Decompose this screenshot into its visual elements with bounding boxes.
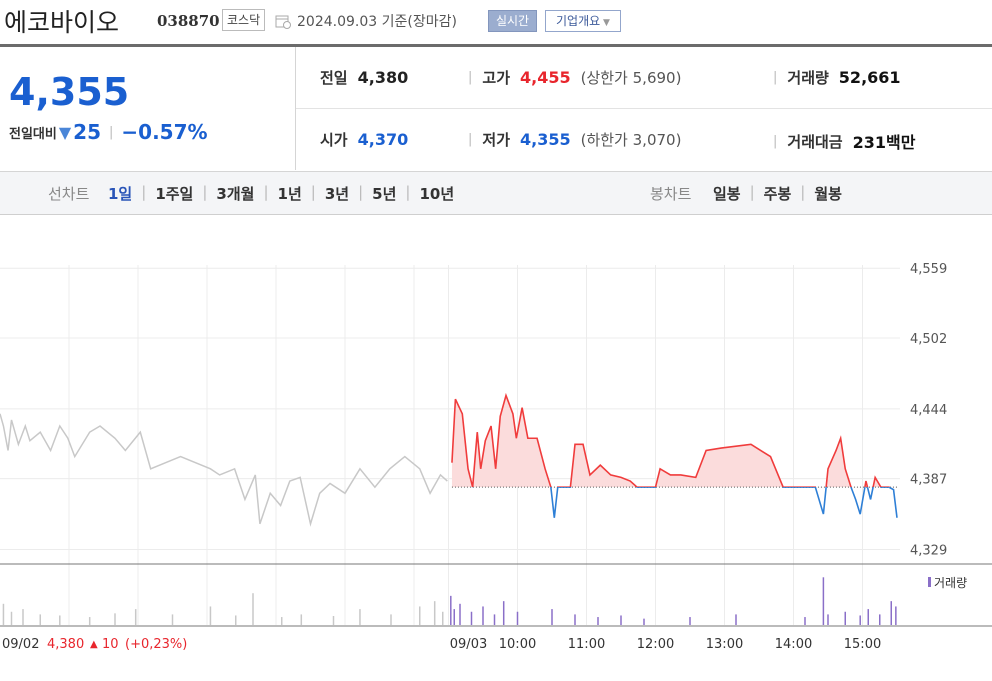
summary-item: 시가 4,370 (320, 129, 408, 150)
item-note: (상한가 5,690) (580, 69, 682, 87)
prev-change: 10 (102, 637, 119, 652)
candle-tab[interactable]: 일봉 (713, 185, 741, 203)
change-value: 25 (73, 120, 101, 144)
separator: | (749, 183, 755, 201)
y-tick-label: 4,502 (910, 332, 947, 347)
item-label: 전일 (320, 69, 348, 87)
line-chart-label: 선차트 (48, 185, 90, 203)
previous-day-line (0, 413, 448, 527)
x-tick-label: 11:00 (568, 637, 605, 652)
separator: | (358, 183, 364, 201)
header-rule (0, 44, 992, 47)
item-label: 시가 (320, 131, 348, 149)
toolbar: 선차트 1일 | 1주일 | 3개월 | 1년 | 3년 | 5년 | 10년 봉차트 일봉 | 주봉 | 월봉 (0, 171, 992, 215)
prev-change-pct: (+0,23%) (125, 637, 187, 652)
separator: | (202, 183, 208, 201)
price-chart: 4,559 4,502 4,444 4,387 4,329 09/03 10:00 11:00… (0, 262, 992, 652)
separator: | (468, 132, 473, 147)
divider (295, 47, 296, 170)
period-tab[interactable]: 3개월 (216, 185, 255, 203)
prev-close: 4,380 (47, 637, 84, 652)
separator: | (773, 70, 778, 85)
x-tick-label: 12:00 (637, 637, 674, 652)
candle-tab[interactable]: 주봉 (763, 185, 792, 203)
x-tick-label: 10:00 (499, 637, 536, 652)
stock-name: 에코바이오 (4, 8, 120, 37)
item-value: 4,455 (520, 68, 571, 87)
separator: | (468, 70, 473, 85)
market-badge: 코스닥 (222, 9, 266, 31)
separator: | (800, 183, 806, 201)
realtime-button[interactable]: 실시간 (488, 10, 537, 32)
today-line-up (451, 392, 891, 488)
item-value: 4,380 (357, 68, 409, 87)
company-button[interactable]: 기업개요 ▼ (545, 10, 621, 32)
item-label: 고가 (482, 69, 510, 87)
legend-swatch (928, 577, 931, 587)
company-label: 기업개요 (556, 14, 601, 28)
item-value: 52,661 (838, 68, 901, 87)
change-row: 전일대비 ▼ 25 | −0.57% (9, 120, 208, 144)
period-tabs: 1일 | 1주일 | 3개월 | 1년 | 3년 | 5년 | 10년 (108, 183, 454, 204)
item-value: 231백만 (852, 133, 916, 152)
date-basis: 기준(장마감) (381, 14, 457, 30)
x-tick-label: 15:00 (844, 637, 881, 652)
item-note: (하한가 3,070) (580, 131, 682, 149)
separator: | (405, 183, 411, 201)
summary-item: | 거래대금 231백만 (773, 129, 915, 153)
candle-chart-label: 봉차트 (650, 185, 692, 203)
summary-item: | 저가 4,355 (하한가 3,070) (468, 129, 681, 150)
y-tick-label: 4,329 (910, 544, 947, 559)
up-arrow: ▲ (90, 639, 98, 650)
candle-tab[interactable]: 월봉 (814, 185, 842, 203)
legend-label: 거래량 (934, 576, 967, 590)
period-tab[interactable]: 5년 (372, 185, 397, 203)
y-tick-label: 4,387 (910, 473, 947, 488)
summary-item: | 고가 4,455 (상한가 5,690) (468, 67, 681, 88)
summary-item: 전일 4,380 (320, 67, 408, 88)
today-area (451, 395, 897, 488)
summary-item: | 거래량 52,661 (773, 67, 901, 88)
separator: | (263, 183, 269, 201)
x-tick-label: 13:00 (706, 637, 743, 652)
date-value: 2024.09.03 (297, 14, 378, 30)
down-arrow: ▼ (58, 122, 72, 142)
y-tick-label: 4,444 (910, 403, 947, 418)
current-price: 4,355 (9, 70, 130, 114)
period-tab[interactable]: 10년 (419, 185, 455, 203)
period-tab[interactable]: 1주일 (155, 185, 194, 203)
item-label: 거래량 (787, 69, 829, 87)
stock-code: 038870 (157, 12, 220, 30)
x-tick-label: 14:00 (775, 637, 812, 652)
x-tick-label: 09/03 (450, 637, 487, 652)
y-tick-label: 4,559 (910, 262, 947, 277)
item-label: 저가 (482, 131, 510, 149)
change-label: 전일대비 (9, 126, 57, 142)
period-tab[interactable]: 1년 (277, 185, 302, 203)
divider (296, 108, 992, 109)
prev-date: 09/02 (2, 637, 39, 652)
date: 2024.09.03 기준(장마감) (297, 11, 457, 31)
period-tab[interactable]: 3년 (324, 185, 350, 203)
calendar-icon (275, 15, 291, 29)
item-value: 4,370 (357, 130, 409, 149)
change-pct: −0.57% (121, 120, 208, 144)
separator: | (310, 183, 316, 201)
separator: | (773, 133, 778, 149)
period-tab[interactable]: 1일 (108, 185, 133, 203)
item-value: 4,355 (520, 130, 571, 149)
candle-tabs: 일봉 | 주봉 | 월봉 (713, 183, 842, 204)
separator: | (141, 183, 147, 201)
item-label: 거래대금 (787, 132, 843, 151)
